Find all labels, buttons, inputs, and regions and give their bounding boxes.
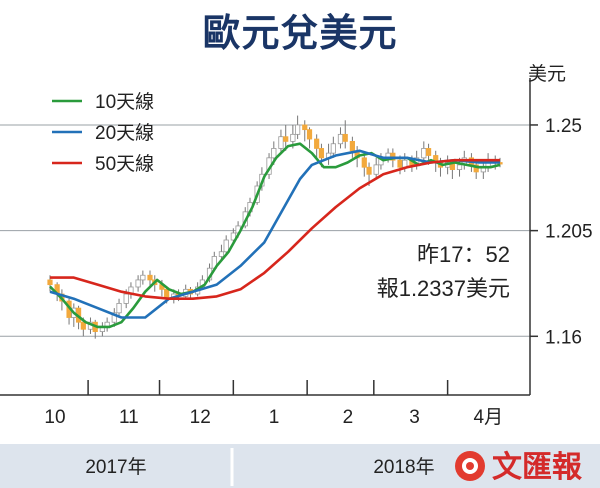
- x-tick-label-1: 11: [119, 407, 139, 428]
- candle-55: [373, 157, 379, 179]
- annotation-line-1: 昨17：52: [417, 242, 510, 267]
- year-labels: 2017年 2018年: [85, 456, 434, 478]
- candle-40: [283, 124, 289, 151]
- y-tick-label-0: 1.25: [545, 116, 582, 137]
- annotation-line-2: 報1.2337美元: [377, 276, 510, 301]
- legend-label-2: 50天線: [95, 153, 154, 175]
- candle-17: [147, 270, 153, 287]
- legend-item-1: 20天線: [52, 122, 154, 144]
- candle-39: [278, 129, 284, 154]
- legend-item-2: 50天線: [52, 153, 154, 175]
- candle-16: [140, 270, 146, 285]
- candle-42: [295, 115, 301, 140]
- x-axis-ticks: 10 11 12 1 2 3 4月: [44, 380, 503, 428]
- gridlines: [0, 124, 530, 337]
- chart-title: 歐元兌美元: [202, 11, 398, 55]
- x-tick-label-3: 1: [269, 407, 280, 428]
- candle-48: [330, 136, 336, 158]
- y-tick-label-2: 1.16: [545, 327, 582, 348]
- year-bar-background: [0, 444, 600, 488]
- x-tick-label-0: 10: [44, 407, 65, 428]
- x-tick-label-6: 4月: [474, 407, 504, 428]
- candle-15: [135, 275, 141, 292]
- candle-72: [473, 162, 479, 179]
- logo-text: 文匯報: [492, 450, 583, 485]
- candle-12: [116, 298, 122, 318]
- candle-10: [104, 317, 110, 332]
- candle-43: [302, 120, 308, 142]
- newspaper-logo: 文匯報: [455, 450, 583, 485]
- year-label-0: 2017年: [85, 456, 146, 478]
- candle-45: [314, 134, 320, 158]
- candle-47: [325, 143, 332, 165]
- candlesticks: [47, 115, 503, 339]
- candle-53: [361, 153, 367, 177]
- y-tick-label-1: 1.205: [545, 222, 593, 243]
- x-tick-label-2: 12: [190, 407, 211, 428]
- x-tick-label-5: 3: [409, 407, 420, 428]
- legend-item-0: 10天線: [52, 91, 154, 113]
- candle-49: [337, 127, 344, 149]
- candle-3: [66, 298, 72, 325]
- series-line-50d: [50, 158, 500, 300]
- legend-label-1: 20天線: [95, 122, 154, 144]
- y-axis-unit-label: 美元: [528, 63, 566, 85]
- candle-44: [306, 127, 313, 149]
- x-tick-label-4: 2: [343, 407, 354, 428]
- moving-average-lines: [49, 142, 501, 329]
- candle-50: [342, 120, 348, 149]
- candle-51: [349, 136, 355, 158]
- candle-63: [421, 141, 427, 163]
- candle-9: [99, 322, 105, 337]
- candle-14: [128, 282, 134, 299]
- year-label-1: 2018年: [373, 456, 434, 478]
- y-axis-ticks: 1.25 1.205 1.16: [530, 116, 593, 348]
- legend: 10天線 20天線 50天線: [52, 91, 154, 175]
- legend-label-0: 10天線: [95, 91, 154, 113]
- candle-30: [223, 235, 229, 255]
- series-line-20d: [49, 149, 500, 319]
